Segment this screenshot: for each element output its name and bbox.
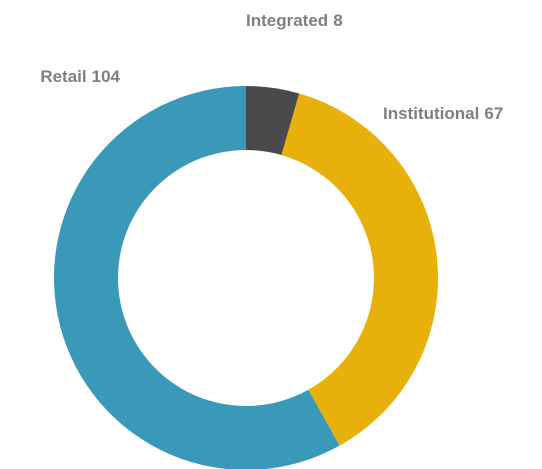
- segment-value: 104: [92, 67, 121, 86]
- segment-value: 8: [333, 11, 342, 30]
- segment-value: 67: [484, 104, 503, 123]
- donut-segment: [54, 86, 340, 469]
- segment-label: Institutional 67: [383, 104, 503, 123]
- donut-segment: [281, 93, 439, 446]
- segment-name: Retail: [40, 67, 86, 86]
- segment-name: Integrated: [246, 11, 328, 30]
- segment-label: Integrated 8: [246, 11, 343, 30]
- segment-label: Retail 104: [40, 67, 120, 86]
- donut-segment: [246, 86, 300, 156]
- segment-name: Institutional: [383, 104, 479, 123]
